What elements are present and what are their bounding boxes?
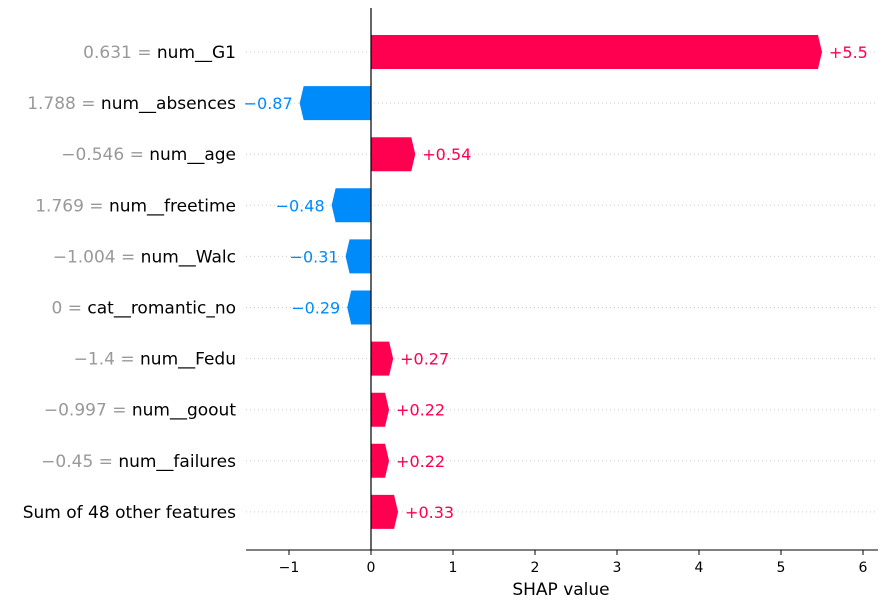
feature-name: cat__romantic_no: [87, 299, 236, 319]
feature-value: −1.4 =: [74, 350, 140, 370]
feature-name: Sum of 48 other features: [23, 503, 236, 523]
feature-name: num__Walc: [141, 247, 236, 267]
feature-name: num__absences: [101, 94, 236, 114]
feature-label: 0 = cat__romantic_no: [52, 299, 236, 319]
feature-name: num__Fedu: [140, 350, 236, 370]
bar-value-label: −0.87: [244, 94, 293, 113]
feature-label: −0.997 = num__goout: [44, 401, 236, 421]
bar-value-label: −0.48: [276, 196, 325, 215]
feature-name: num__age: [149, 145, 236, 165]
bar-value-label: +0.22: [396, 401, 445, 420]
feature-name: num__G1: [157, 43, 236, 63]
bar-value-label: +5.5: [829, 43, 868, 62]
x-tick-label: 0: [367, 560, 376, 576]
feature-labels: 0.631 = num__G1 1.788 = num__absences −0.5…: [23, 43, 237, 523]
feature-value: −1.004 =: [53, 247, 141, 267]
feature-label: 0.631 = num__G1: [83, 43, 236, 63]
feature-value: −0.997 =: [44, 401, 132, 421]
feature-value: 0 =: [52, 299, 88, 319]
bar: [299, 86, 371, 121]
bar-value-label: −0.29: [291, 299, 340, 318]
feature-label: −1.004 = num__Walc: [53, 247, 236, 267]
feature-value: 0.631 =: [83, 43, 157, 63]
bar: [347, 290, 371, 325]
bar: [371, 494, 399, 529]
bar-value-label: −0.31: [290, 247, 339, 266]
bar: [371, 137, 416, 172]
x-tick-label: −1: [279, 560, 300, 576]
bar-value-labels: +5.5 −0.87 +0.54 −0.48 −0.31 −0.29 +0.27 +0.22 +…: [244, 43, 868, 522]
feature-label: −0.546 = num__age: [61, 145, 236, 165]
feature-name: num__freetime: [109, 196, 236, 216]
feature-value: 1.769 =: [35, 196, 109, 216]
bars: [299, 35, 822, 529]
feature-label: −0.45 = num__failures: [41, 452, 236, 472]
bar: [371, 341, 394, 376]
bar: [371, 392, 390, 427]
x-tick-label: 5: [777, 560, 786, 576]
feature-label: 1.769 = num__freetime: [35, 196, 236, 216]
bar-value-label: +0.54: [422, 145, 471, 164]
bar-value-label: +0.27: [400, 350, 449, 369]
feature-name: num__failures: [118, 452, 236, 472]
bar: [371, 443, 390, 478]
feature-label: Sum of 48 other features: [23, 503, 236, 523]
x-tick-label: 2: [531, 560, 540, 576]
bar: [345, 239, 371, 274]
x-tick-label: 3: [613, 560, 622, 576]
feature-name: num__goout: [132, 401, 236, 421]
x-axis: −1 0 1 2 3 4 5 6: [246, 549, 878, 576]
feature-value: 1.788 =: [27, 94, 101, 114]
feature-label: −1.4 = num__Fedu: [74, 350, 236, 370]
grid-lines: [246, 51, 878, 513]
bar-value-label: +0.22: [396, 452, 445, 471]
feature-value: −0.546 =: [61, 145, 149, 165]
bar-value-label: +0.33: [405, 503, 454, 522]
x-axis-label: SHAP value: [512, 580, 609, 600]
feature-value: −0.45 =: [41, 452, 118, 472]
x-tick-label: 4: [695, 560, 704, 576]
feature-label: 1.788 = num__absences: [27, 94, 236, 114]
bar: [371, 35, 822, 69]
x-tick-label: 6: [859, 560, 868, 576]
x-tick-label: 1: [449, 560, 458, 576]
bar: [331, 188, 371, 223]
